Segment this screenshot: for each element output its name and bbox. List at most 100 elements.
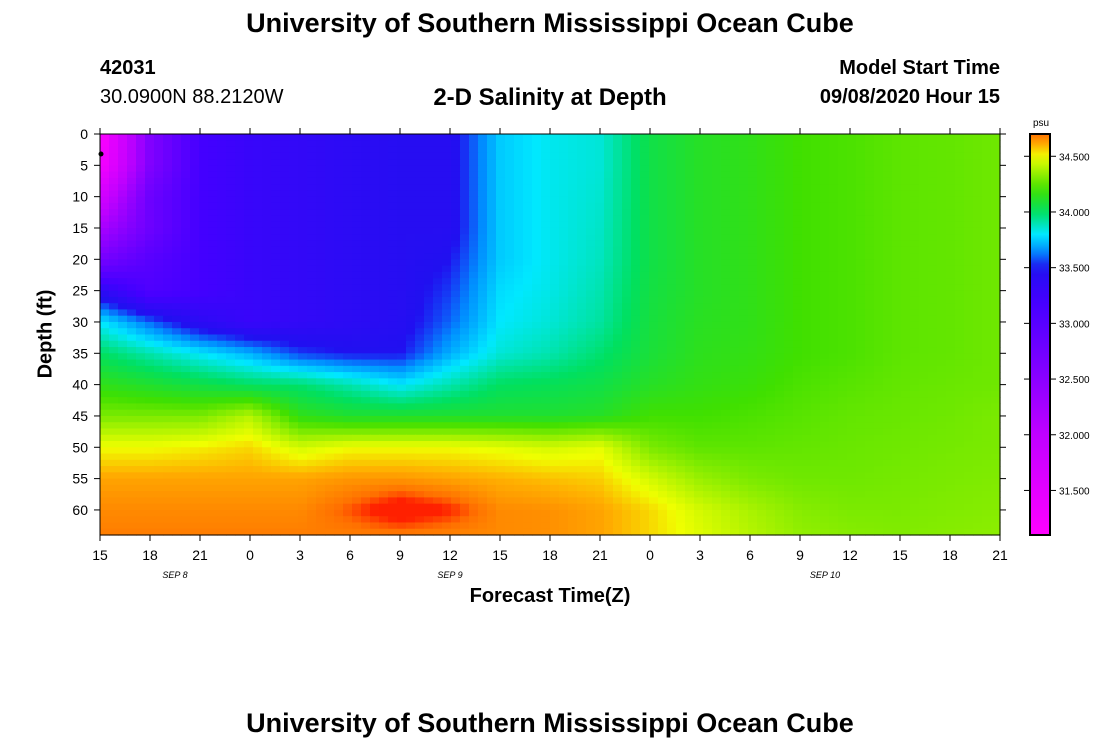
heatmap-cell (190, 165, 200, 173)
heatmap-cell (325, 372, 335, 379)
heatmap-cell (460, 140, 470, 148)
heatmap-cell (208, 209, 218, 217)
heatmap-cell (379, 372, 389, 379)
heatmap-cell (991, 315, 1001, 323)
heatmap-cell (469, 315, 479, 323)
heatmap-cell (739, 384, 749, 392)
heatmap-cell (370, 140, 380, 148)
heatmap-cell (226, 240, 236, 248)
heatmap-cell (208, 309, 218, 317)
heatmap-cell (100, 140, 110, 148)
heatmap-cell (235, 409, 245, 417)
heatmap-cell (784, 259, 794, 267)
heatmap-cell (379, 234, 389, 242)
heatmap-cell (505, 234, 515, 242)
heatmap-cell (523, 321, 533, 329)
heatmap-cell (406, 134, 416, 141)
heatmap-cell (937, 321, 947, 329)
heatmap-cell (559, 221, 569, 229)
heatmap-cell (118, 278, 128, 285)
heatmap-cell (901, 340, 911, 348)
heatmap-cell (514, 190, 524, 198)
heatmap-cell (802, 140, 812, 148)
heatmap-cell (424, 159, 434, 166)
heatmap-cell (820, 428, 830, 436)
heatmap-cell (379, 146, 389, 154)
heatmap-cell (838, 372, 848, 379)
heatmap-cell (730, 209, 740, 217)
heatmap-cell (730, 134, 740, 141)
heatmap-cell (415, 284, 425, 292)
heatmap-cell (955, 353, 965, 361)
heatmap-cell (190, 209, 200, 217)
heatmap-cell (523, 290, 533, 298)
heatmap-cell (163, 284, 173, 292)
heatmap-cell (136, 165, 146, 173)
heatmap-cell (910, 403, 920, 411)
heatmap-cell (163, 165, 173, 173)
heatmap-cell (469, 152, 479, 160)
heatmap-cell (838, 397, 848, 405)
heatmap-cell (361, 140, 371, 148)
heatmap-cell (298, 246, 308, 254)
heatmap-cell (613, 347, 623, 354)
heatmap-cell (199, 441, 209, 448)
heatmap-cell (973, 334, 983, 342)
heatmap-cell (316, 165, 326, 173)
heatmap-cell (784, 152, 794, 160)
heatmap-cell (811, 190, 821, 198)
heatmap-cell (793, 271, 803, 279)
heatmap-cell (613, 372, 623, 379)
heatmap-cell (829, 259, 839, 267)
heatmap-cell (127, 165, 137, 173)
heatmap-cell (406, 347, 416, 354)
heatmap-cell (136, 234, 146, 242)
heatmap-cell (883, 246, 893, 254)
heatmap-cell (226, 378, 236, 386)
heatmap-cell (298, 340, 308, 348)
heatmap-cell (451, 428, 461, 436)
heatmap-cell (271, 428, 281, 436)
heatmap-cell (991, 184, 1001, 191)
heatmap-cell (631, 359, 641, 367)
heatmap-cell (721, 378, 731, 386)
heatmap-cell (154, 434, 164, 442)
heatmap-cell (856, 303, 866, 311)
heatmap-cell (739, 190, 749, 198)
heatmap-cell (964, 177, 974, 185)
heatmap-cell (946, 409, 956, 417)
heatmap-cell (370, 315, 380, 323)
heatmap-cell (676, 403, 686, 411)
heatmap-cell (640, 215, 650, 223)
heatmap-cell (739, 196, 749, 204)
heatmap-cell (289, 240, 299, 248)
heatmap-cell (640, 253, 650, 260)
heatmap-cell (595, 171, 605, 179)
heatmap-cell (685, 309, 695, 317)
heatmap-cell (118, 171, 128, 179)
heatmap-cell (496, 378, 506, 386)
heatmap-cell (559, 171, 569, 179)
heatmap-cell (514, 196, 524, 204)
heatmap-cell (937, 303, 947, 311)
heatmap-cell (946, 403, 956, 411)
heatmap-cell (955, 422, 965, 430)
heatmap-cell (334, 397, 344, 405)
heatmap-cell (316, 196, 326, 204)
heatmap-cell (262, 171, 272, 179)
heatmap-cell (487, 309, 497, 317)
heatmap-cell (802, 303, 812, 311)
heatmap-cell (532, 246, 542, 254)
heatmap-cell (802, 315, 812, 323)
heatmap-cell (937, 384, 947, 392)
heatmap-cell (766, 240, 776, 248)
heatmap-cell (829, 184, 839, 191)
heatmap-cell (802, 196, 812, 204)
heatmap-cell (298, 290, 308, 298)
heatmap-cell (991, 171, 1001, 179)
heatmap-cell (874, 384, 884, 392)
heatmap-cell (478, 409, 488, 417)
heatmap-cell (928, 253, 938, 260)
heatmap-cell (280, 315, 290, 323)
heatmap-cell (982, 434, 992, 442)
